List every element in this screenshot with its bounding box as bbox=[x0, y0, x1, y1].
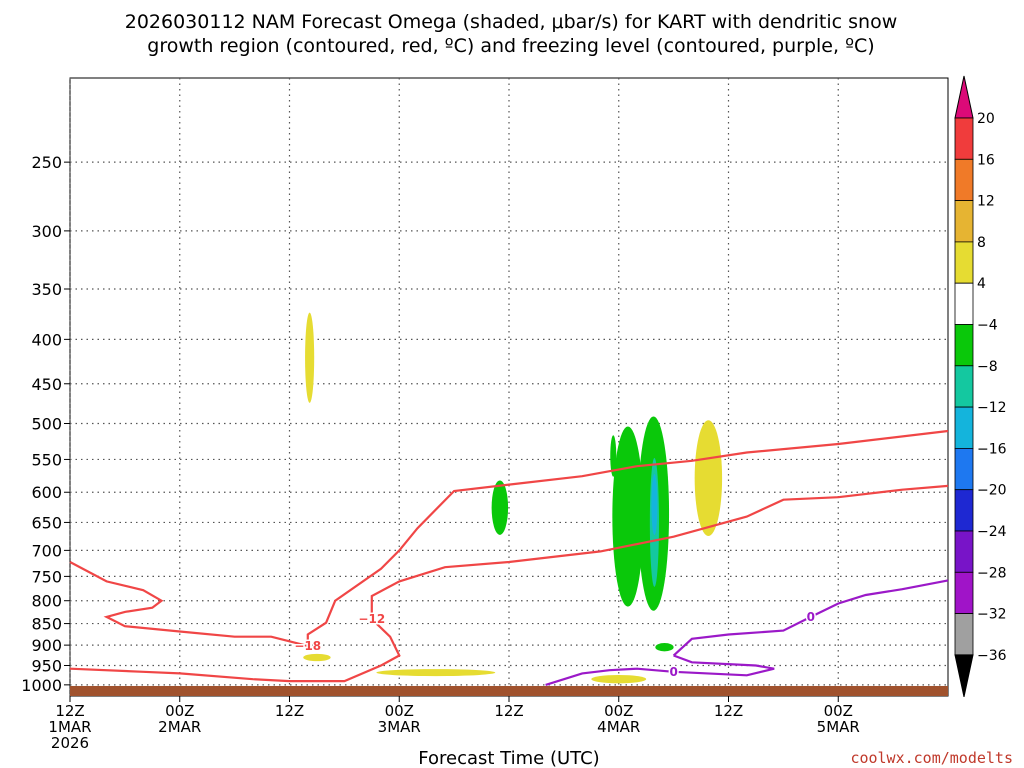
y-axis-ticks: 250 300 350 400 450 500 550 600 650 700 750 800 850 9… bbox=[21, 153, 70, 695]
y-tick-label: 400 bbox=[31, 330, 62, 349]
colorbar-top-arrow bbox=[954, 75, 974, 119]
omega-region bbox=[591, 674, 647, 684]
colorbar-label: −8 bbox=[977, 359, 998, 375]
x-axis-title: Forecast Time (UTC) bbox=[418, 748, 599, 768]
colorbar-swatch bbox=[954, 324, 974, 367]
freezing-contour-label: 0 bbox=[807, 610, 815, 624]
colorbar-swatch bbox=[954, 571, 974, 614]
colorbar-label: 8 bbox=[977, 235, 986, 251]
colorbar-label: 16 bbox=[977, 152, 995, 168]
freezing-contour bbox=[672, 579, 949, 657]
colorbar: 20 16 12 8 4 −4 −8 −12 −16 −20 −24 −28 −32 −36 bbox=[954, 75, 1007, 698]
colorbar-bottom-arrow bbox=[954, 654, 974, 698]
y-tick-label: 750 bbox=[31, 567, 62, 586]
x-tick-label: 12Z bbox=[275, 702, 304, 720]
x-tick-label: 2MAR bbox=[158, 718, 201, 736]
colorbar-label: −16 bbox=[977, 441, 1007, 457]
colorbar-swatch bbox=[954, 406, 974, 449]
freezing-contour bbox=[545, 654, 775, 686]
dgz-contour-label: −12 bbox=[358, 612, 385, 626]
omega-region bbox=[305, 312, 315, 403]
freezing-contour-label: 0 bbox=[669, 665, 677, 679]
grid-lines bbox=[69, 78, 948, 696]
y-tick-label: 500 bbox=[31, 414, 62, 433]
omega-region bbox=[491, 480, 509, 535]
x-tick-label: 3MAR bbox=[378, 718, 421, 736]
y-tick-label: 700 bbox=[31, 541, 62, 560]
y-tick-label: 550 bbox=[31, 450, 62, 469]
omega-region bbox=[655, 643, 674, 652]
omega-region bbox=[612, 426, 644, 607]
x-tick-label: 00Z bbox=[165, 702, 194, 720]
dgz-contour bbox=[69, 429, 949, 648]
colorbar-swatch bbox=[954, 117, 974, 160]
colorbar-swatch bbox=[954, 282, 974, 325]
x-tick-label: 1MAR bbox=[48, 718, 91, 736]
y-tick-label: 850 bbox=[31, 615, 62, 634]
omega-region bbox=[651, 474, 658, 536]
y-tick-label: 650 bbox=[31, 513, 62, 532]
x-tick-label: 2026 bbox=[51, 734, 89, 752]
chart-title-line-2: growth region (contoured, red, ºC) and f… bbox=[147, 35, 874, 57]
colorbar-label: −24 bbox=[977, 524, 1007, 540]
colorbar-label: −12 bbox=[977, 400, 1007, 416]
y-tick-label: 600 bbox=[31, 483, 62, 502]
colorbar-swatch bbox=[954, 158, 974, 202]
x-tick-label: 00Z bbox=[824, 702, 853, 720]
y-tick-label: 350 bbox=[31, 280, 62, 299]
x-tick-label: 00Z bbox=[385, 702, 414, 720]
x-tick-label: 12Z bbox=[55, 702, 84, 720]
y-tick-label: 300 bbox=[31, 222, 62, 241]
colorbar-label: 4 bbox=[977, 276, 986, 292]
colorbar-label: −32 bbox=[977, 607, 1007, 623]
colorbar-label: −20 bbox=[977, 483, 1007, 499]
colorbar-swatch bbox=[954, 200, 974, 243]
colorbar-label: −4 bbox=[977, 318, 998, 334]
x-tick-label: 12Z bbox=[494, 702, 523, 720]
y-tick-label: 950 bbox=[31, 657, 62, 676]
dgz-contour-label: −18 bbox=[294, 639, 321, 653]
y-tick-label: 1000 bbox=[21, 676, 62, 695]
colorbar-label: −28 bbox=[977, 565, 1007, 581]
colorbar-swatch bbox=[954, 365, 974, 408]
omega-region bbox=[303, 653, 331, 662]
omega-region bbox=[376, 669, 496, 677]
y-tick-label: 900 bbox=[31, 636, 62, 655]
x-tick-label: 12Z bbox=[714, 702, 743, 720]
x-tick-label: 4MAR bbox=[597, 718, 640, 736]
x-tick-label: 00Z bbox=[604, 702, 633, 720]
colorbar-label: 20 bbox=[977, 111, 995, 127]
freezing-level-contours: 00 bbox=[545, 579, 949, 686]
omega-region bbox=[610, 435, 617, 477]
omega-region bbox=[694, 420, 723, 537]
chart-title-line-1: 2026030112 NAM Forecast Omega (shaded, μ… bbox=[125, 11, 898, 33]
colorbar-label: −36 bbox=[977, 648, 1007, 664]
colorbar-label: 12 bbox=[977, 194, 995, 210]
colorbar-swatch bbox=[954, 613, 974, 656]
colorbar-swatch bbox=[954, 447, 974, 491]
y-tick-label: 800 bbox=[31, 592, 62, 611]
x-tick-label: 5MAR bbox=[817, 718, 860, 736]
colorbar-swatch bbox=[954, 489, 974, 532]
y-tick-label: 250 bbox=[31, 153, 62, 172]
terrain-ground bbox=[70, 685, 948, 696]
dgz-contours: −12 −18 bbox=[69, 429, 949, 683]
credit-text: coolwx.com/modelts bbox=[850, 749, 1013, 767]
y-tick-label: 450 bbox=[31, 375, 62, 394]
dgz-contour bbox=[69, 484, 949, 683]
colorbar-swatch bbox=[954, 241, 974, 284]
colorbar-swatch bbox=[954, 530, 974, 573]
